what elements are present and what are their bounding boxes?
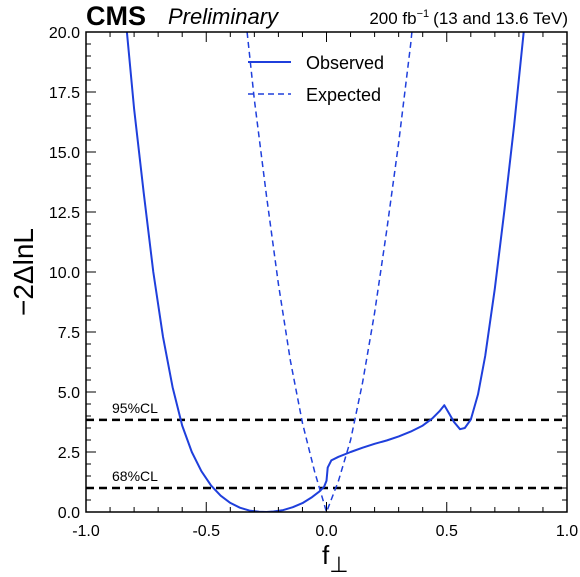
legend-expected-label: Expected <box>306 85 381 105</box>
y-tick-label: 7.5 <box>58 325 80 342</box>
x-tick-label: -1.0 <box>72 523 100 540</box>
series-observed-line <box>125 32 525 512</box>
y-tick-label: 0.0 <box>58 505 80 522</box>
y-axis-title: −2ΔlnL <box>8 228 39 316</box>
x-axis-title: f⊥ <box>322 540 348 577</box>
x-tick-label: 0.0 <box>315 523 337 540</box>
y-tick-label: 15.0 <box>49 145 80 162</box>
y-tick-label: 5.0 <box>58 385 80 402</box>
x-tick-label: 0.5 <box>436 523 458 540</box>
y-tick-label: 10.0 <box>49 265 80 282</box>
x-tick-label: -0.5 <box>192 523 220 540</box>
luminosity-value: 200 fb <box>369 9 416 28</box>
x-axis-title-main: f <box>322 540 330 570</box>
luminosity-exponent: −1 <box>417 8 430 20</box>
preliminary-label: Preliminary <box>168 4 280 29</box>
x-axis-title-sub: ⊥ <box>329 552 348 577</box>
x-tick-label: 1.0 <box>556 523 578 540</box>
y-tick-label: 17.5 <box>49 85 80 102</box>
y-tick-label: 12.5 <box>49 205 80 222</box>
series-expected-line <box>246 32 413 512</box>
energy-label: (13 and 13.6 TeV) <box>433 9 568 28</box>
legend-observed-label: Observed <box>306 53 384 73</box>
y-tick-label: 2.5 <box>58 445 80 462</box>
luminosity-label: 200 fb−1 (13 and 13.6 TeV) <box>369 8 568 28</box>
legend: Observed Expected <box>248 53 384 105</box>
cms-label: CMS <box>86 1 146 31</box>
cl-label-1: 68%CL <box>112 468 158 484</box>
y-tick-label: 20.0 <box>49 25 80 42</box>
cl-label-0: 95%CL <box>112 400 158 416</box>
